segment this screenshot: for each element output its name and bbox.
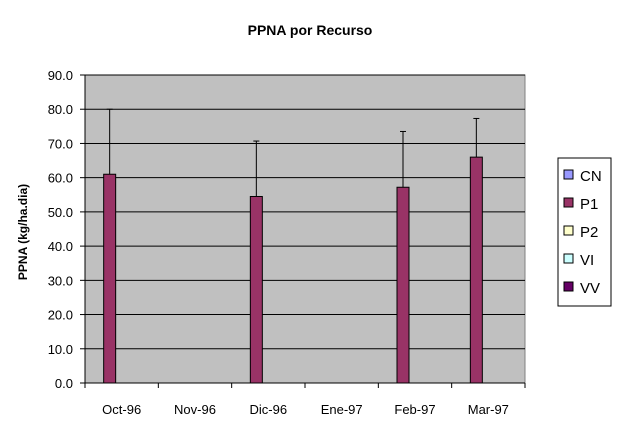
chart-title: PPNA por Recurso: [248, 22, 373, 38]
y-tick-label: 70.0: [48, 136, 73, 151]
legend: CN P1 P2 VI VV: [557, 157, 612, 307]
legend-label-vv: VV: [580, 280, 600, 297]
x-tick-label: Ene-97: [321, 402, 363, 417]
legend-swatch-vi: [563, 253, 574, 264]
y-tick-label: 40.0: [48, 239, 73, 254]
y-tick-label: 0.0: [55, 376, 73, 391]
x-tick-labels: Oct-96 Nov-96 Dic-96 Ene-97 Feb-97 Mar-97: [102, 402, 509, 417]
bar-p1: [469, 156, 483, 384]
legend-swatch-p1: [563, 197, 574, 208]
legend-swatch-vv: [563, 281, 574, 292]
legend-label-vi: VI: [580, 252, 594, 269]
bar-p1: [249, 195, 263, 384]
bar-p1: [396, 186, 410, 384]
y-tick-label: 20.0: [48, 308, 73, 323]
gridlines: [85, 74, 525, 350]
legend-label-cn: CN: [580, 168, 602, 185]
y-tick-label: 80.0: [48, 102, 73, 117]
bars: [103, 156, 483, 384]
legend-swatch-p2: [563, 225, 574, 236]
y-axis-label: PPNA (kg/ha.dia): [16, 184, 30, 280]
y-tick-label: 10.0: [48, 342, 73, 357]
axes: [80, 74, 526, 388]
y-tick-label: 90.0: [48, 68, 73, 83]
x-tick-label: Nov-96: [174, 402, 216, 417]
plot-area: [84, 74, 526, 384]
legend-label-p2: P2: [580, 224, 598, 241]
legend-swatch-cn: [563, 169, 574, 180]
x-tick-label: Dic-96: [250, 402, 288, 417]
y-tick-label: 50.0: [48, 205, 73, 220]
bar-p1: [103, 173, 117, 384]
legend-label-p1: P1: [580, 196, 598, 213]
x-tick-label: Feb-97: [394, 402, 435, 417]
y-tick-labels: 0.0 10.0 20.0 30.0 40.0 50.0 60.0 70.0 80.0 90.0: [48, 68, 73, 391]
y-tick-label: 60.0: [48, 171, 73, 186]
x-tick-label: Mar-97: [468, 402, 509, 417]
x-tick-label: Oct-96: [102, 402, 141, 417]
y-tick-label: 30.0: [48, 273, 73, 288]
error-bars: [106, 108, 480, 197]
